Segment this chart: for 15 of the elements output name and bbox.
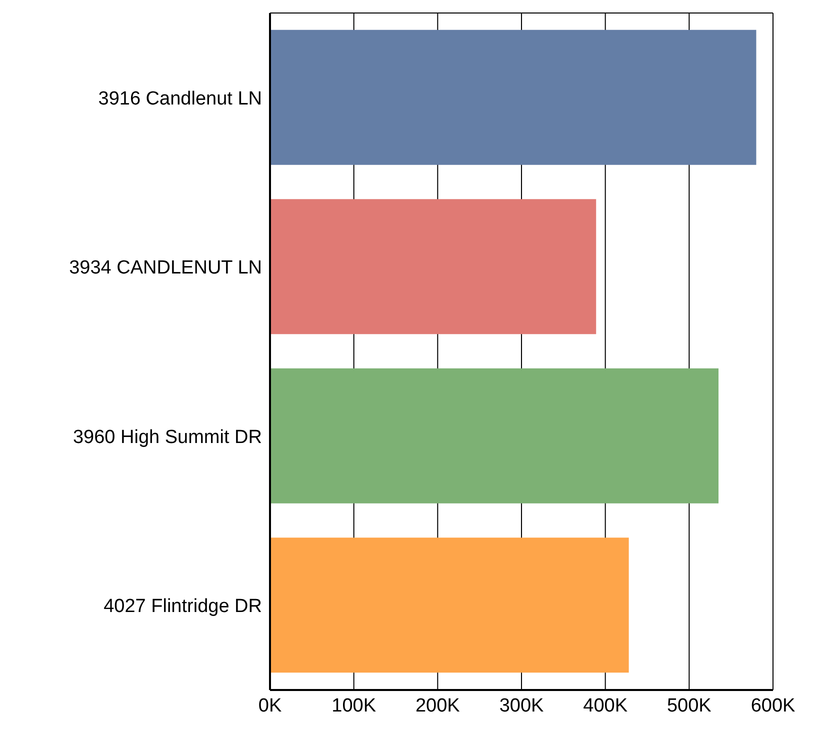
x-tick-label: 100K [332,695,376,716]
y-tick-label: 3960 High Summit DR [72,426,262,448]
y-tick-label: 3934 CANDLENUT LN [69,258,262,279]
bar [270,538,629,673]
x-tick-label: 500K [666,695,712,716]
bar [270,368,719,504]
x-tick-label: 400K [583,695,628,716]
x-tick-label: 600K [750,695,796,716]
bar [270,30,756,165]
x-tick-label: 300K [499,695,544,716]
x-tick-label: 0K [258,695,282,716]
y-tick-label: 4027 Flintridge DR [104,596,262,618]
x-tick-label: 200K [415,695,460,716]
y-tick-label: 3916 Candlenut LN [98,88,262,110]
bar [270,199,596,334]
